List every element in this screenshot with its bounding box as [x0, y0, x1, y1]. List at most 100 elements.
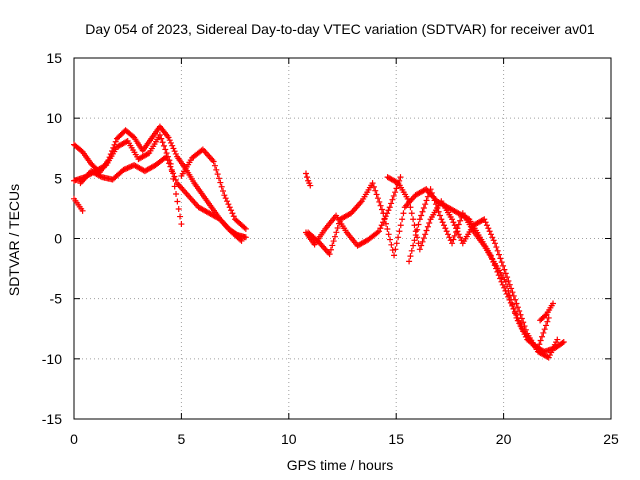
data-point [326, 251, 333, 258]
data-point [327, 246, 334, 253]
data-point [440, 222, 447, 229]
data-point [166, 160, 173, 167]
x-tick-label: 15 [388, 431, 404, 447]
data-point [382, 220, 389, 227]
data-point [394, 179, 401, 186]
data-point [509, 301, 516, 308]
data-point [485, 225, 492, 232]
data-point [517, 311, 524, 318]
data-point [492, 240, 499, 247]
data-point [454, 225, 461, 232]
data-point [518, 315, 525, 322]
data-point [559, 339, 566, 346]
data-point [314, 237, 321, 244]
data-point [412, 232, 419, 239]
data-point [174, 198, 181, 205]
data-point [171, 148, 178, 155]
data-point [120, 166, 127, 173]
data-point [164, 156, 171, 163]
data-point [493, 244, 500, 251]
data-point [510, 305, 517, 312]
data-point [170, 170, 177, 177]
data-point [218, 183, 225, 190]
data-point [378, 206, 385, 213]
data-point [168, 166, 175, 173]
data-point [169, 142, 176, 149]
data-point [222, 195, 229, 202]
data-point [123, 165, 130, 172]
data-point [521, 331, 528, 338]
data-point [411, 237, 418, 244]
data-point [167, 139, 174, 146]
data-point [171, 173, 178, 180]
data-point [407, 253, 414, 260]
data-point [536, 341, 543, 348]
data-point [210, 158, 217, 165]
data-point [560, 338, 567, 345]
data-point [79, 207, 86, 214]
data-point [410, 242, 417, 249]
data-point [224, 198, 231, 205]
data-point [501, 266, 508, 273]
data-point [442, 225, 449, 232]
data-point [422, 231, 429, 238]
data-point [428, 189, 435, 196]
x-tick-label: 25 [603, 431, 619, 447]
x-tick-label: 0 [70, 431, 78, 447]
data-point [336, 220, 343, 227]
series-track-10 [537, 300, 557, 324]
data-point [419, 238, 426, 245]
data-point [175, 206, 182, 213]
data-point [331, 233, 338, 240]
series-track-3 [77, 153, 245, 244]
data-point [434, 204, 441, 211]
data-point [229, 210, 236, 217]
data-point [421, 186, 428, 193]
data-point [377, 225, 384, 232]
data-point [534, 345, 541, 352]
data-point [455, 221, 462, 228]
data-point [329, 242, 336, 249]
series-track-11 [302, 170, 314, 189]
y-tick-label: 15 [46, 50, 62, 66]
data-point [435, 208, 442, 215]
data-point [215, 175, 222, 182]
data-point [376, 228, 383, 235]
data-point [178, 221, 185, 228]
data-point [393, 185, 400, 192]
data-point [504, 283, 511, 290]
data-point [423, 227, 430, 234]
data-point [416, 246, 423, 253]
data-point [392, 189, 399, 196]
data-point [538, 333, 545, 340]
series-track-6 [302, 174, 404, 249]
data-point [226, 204, 233, 211]
data-point [505, 277, 512, 284]
data-point [494, 247, 501, 254]
data-point [369, 180, 376, 187]
data-point [237, 236, 244, 243]
data-point [505, 287, 512, 294]
data-point [125, 164, 132, 171]
data-point [372, 187, 379, 194]
data-point [496, 251, 503, 258]
data-point [228, 207, 235, 214]
data-point [400, 210, 407, 217]
data-point [391, 252, 398, 259]
data-point [389, 196, 396, 203]
data-point [520, 328, 527, 335]
data-point [214, 171, 221, 178]
data-point [389, 247, 396, 254]
data-point [487, 231, 494, 238]
data-point [406, 198, 413, 205]
data-point [381, 215, 388, 222]
data-point [537, 337, 544, 344]
data-point [334, 224, 341, 231]
data-point [406, 258, 413, 265]
data-point [156, 132, 163, 139]
data-point [378, 222, 385, 229]
data-point [144, 150, 151, 157]
data-point [457, 217, 464, 224]
data-point [497, 275, 504, 282]
data-point [424, 223, 431, 230]
